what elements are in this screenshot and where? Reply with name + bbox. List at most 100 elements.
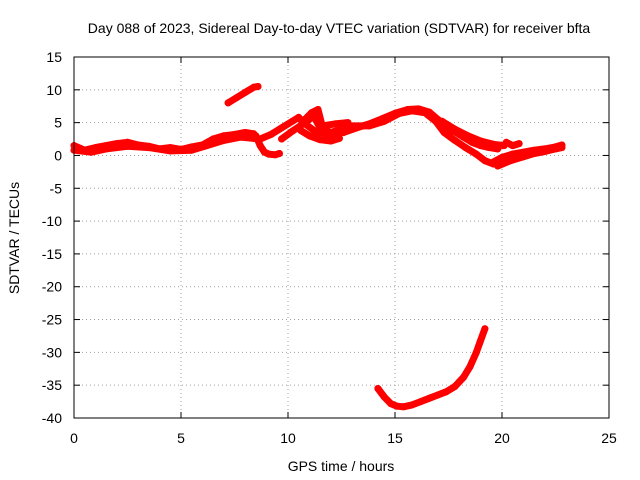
data-point bbox=[558, 144, 566, 152]
data-point bbox=[265, 150, 273, 158]
data-point bbox=[408, 401, 416, 409]
data-point bbox=[220, 136, 228, 144]
data-point bbox=[393, 402, 401, 410]
data-point bbox=[335, 134, 343, 142]
data-point bbox=[434, 391, 442, 399]
data-point bbox=[124, 142, 131, 150]
data-point bbox=[460, 373, 467, 381]
data-point bbox=[241, 88, 249, 96]
x-tick-label: 20 bbox=[494, 430, 510, 446]
axis-ticks bbox=[73, 56, 610, 419]
y-tick-label: -40 bbox=[42, 410, 62, 426]
plot-area bbox=[70, 83, 566, 411]
y-tick-label: 0 bbox=[54, 147, 62, 163]
y-tick-label: -25 bbox=[42, 312, 62, 328]
data-point bbox=[519, 153, 527, 161]
chart-title: Day 088 of 2023, Sidereal Day-to-day VTE… bbox=[88, 20, 591, 36]
y-tick-label: 10 bbox=[46, 82, 62, 98]
data-point bbox=[316, 136, 324, 144]
data-point bbox=[481, 325, 489, 333]
data-point bbox=[166, 147, 174, 155]
y-tick-label: -35 bbox=[42, 377, 62, 393]
data-point bbox=[297, 127, 305, 134]
data-point bbox=[327, 137, 335, 145]
data-point bbox=[254, 83, 262, 90]
data-point bbox=[421, 109, 429, 117]
data-point bbox=[489, 140, 497, 148]
y-tick-label: 5 bbox=[54, 115, 62, 131]
data-point bbox=[494, 162, 502, 170]
data-point bbox=[498, 153, 506, 161]
data-point bbox=[432, 117, 440, 125]
y-tick-label: -15 bbox=[42, 246, 62, 262]
data-point bbox=[380, 393, 388, 401]
data-point bbox=[472, 150, 480, 158]
data-point bbox=[318, 122, 326, 130]
data-point bbox=[442, 388, 450, 396]
data-point bbox=[515, 140, 523, 148]
y-tick-label: -10 bbox=[42, 213, 62, 229]
data-point bbox=[451, 125, 459, 133]
data-point bbox=[288, 127, 296, 135]
y-tick-label: -5 bbox=[50, 180, 63, 196]
data-point bbox=[331, 120, 339, 128]
data-point bbox=[530, 150, 538, 157]
data-point bbox=[224, 99, 232, 107]
data-point bbox=[408, 107, 416, 115]
data-point bbox=[541, 148, 549, 155]
data-point bbox=[509, 142, 517, 150]
x-tick-label: 25 bbox=[601, 430, 617, 446]
data-point bbox=[417, 398, 425, 406]
y-tick-label: 15 bbox=[46, 49, 62, 65]
data-point bbox=[188, 146, 196, 154]
data-point bbox=[288, 117, 296, 125]
data-point bbox=[102, 145, 110, 153]
data-point bbox=[203, 142, 211, 150]
data-point bbox=[275, 150, 283, 157]
data-point bbox=[374, 385, 382, 392]
y-axis-label: SDTVAR / TECUs bbox=[6, 182, 22, 294]
data-point bbox=[477, 337, 485, 344]
data-point bbox=[509, 150, 517, 158]
data-point bbox=[233, 94, 241, 102]
x-axis-label: GPS time / hours bbox=[288, 458, 395, 474]
data-point bbox=[472, 348, 480, 356]
data-point bbox=[387, 400, 395, 408]
grid-lines bbox=[74, 57, 609, 418]
data-point bbox=[237, 133, 245, 141]
x-tick-label: 10 bbox=[280, 430, 296, 446]
data-point bbox=[440, 129, 448, 136]
data-point bbox=[464, 132, 472, 140]
data-point bbox=[451, 383, 459, 390]
data-point bbox=[314, 106, 322, 113]
data-point bbox=[438, 117, 446, 125]
data-point bbox=[278, 135, 286, 143]
data-point bbox=[256, 135, 264, 143]
data-point bbox=[400, 403, 408, 411]
data-point bbox=[305, 132, 313, 140]
data-point bbox=[481, 157, 489, 165]
data-point bbox=[477, 137, 485, 145]
data-point bbox=[87, 148, 95, 156]
x-tick-labels: 0 5 10 15 20 25 bbox=[70, 430, 617, 446]
data-point bbox=[365, 122, 373, 130]
x-tick-label: 0 bbox=[70, 430, 78, 446]
data-point bbox=[256, 142, 264, 150]
data-point bbox=[338, 125, 345, 133]
data-point bbox=[466, 363, 474, 371]
data-point bbox=[425, 394, 433, 402]
data-point bbox=[299, 117, 307, 125]
y-tick-labels: 15 10 5 0 -5 -10 -15 -20 -25 -30 -35 -40 bbox=[42, 49, 62, 426]
data-point bbox=[344, 119, 352, 127]
data-point bbox=[502, 138, 510, 146]
data-point bbox=[145, 144, 153, 152]
data-point bbox=[395, 109, 403, 117]
y-tick-label: -30 bbox=[42, 344, 62, 360]
plot-frame bbox=[73, 56, 610, 419]
data-point bbox=[451, 136, 459, 144]
data-point bbox=[327, 129, 335, 136]
data-point bbox=[267, 131, 275, 138]
data-point bbox=[462, 144, 470, 152]
data-point bbox=[552, 145, 559, 153]
